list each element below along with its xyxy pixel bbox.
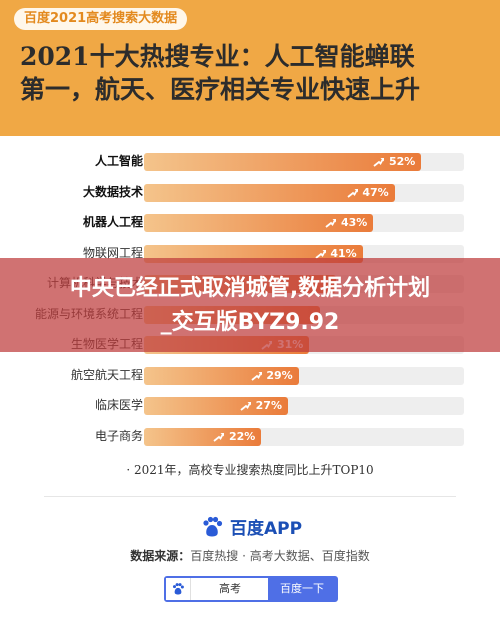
bar-track: 29% — [144, 366, 464, 385]
bar: 29% — [144, 366, 299, 385]
value-label: 43% — [340, 216, 368, 229]
overlay-line-1: 中央已经正式取消城管,数据分析计划 — [69, 276, 431, 301]
category-label: 航空航天工程 — [70, 367, 143, 382]
bar-row: 大数据技术 47% — [0, 181, 500, 203]
bar-track: 47% — [144, 183, 464, 202]
category-label: 人工智能 — [94, 154, 143, 168]
bar-track: 43% — [144, 214, 464, 232]
category-label: 电子商务 — [94, 428, 143, 443]
category-label: 机器人工程 — [82, 215, 143, 229]
value-label: 29% — [266, 368, 293, 382]
bar: 43% — [144, 214, 374, 232]
chart-footnote: · 2021年，高校专业搜索热度同比上升TOP10 — [126, 463, 374, 477]
bar-row: 临床医学 27% — [0, 394, 500, 416]
bar-track: 22% — [144, 427, 464, 446]
source-tag: 百度2021高考搜索大数据 — [14, 8, 188, 30]
search-button[interactable]: 百度一下 — [268, 578, 336, 600]
trend-up-icon — [315, 249, 326, 259]
value-label: 52% — [388, 155, 416, 168]
title-line-1: 2021十大热搜专业：人工智能蝉联 — [20, 42, 415, 71]
bar-track: 27% — [144, 397, 464, 415]
value-label: 22% — [228, 429, 256, 443]
value-label: 47% — [362, 185, 389, 199]
search-bar[interactable]: 高考 百度一下 — [164, 576, 338, 602]
bar: 27% — [144, 397, 288, 415]
page-title: 2021十大热搜专业：人工智能蝉联 第一，航天、医疗相关专业快速上升 — [20, 40, 490, 106]
bar-row: 航空航天工程 29% — [0, 364, 500, 386]
data-source: 数据来源：百度热搜 · 高考大数据、百度指数 — [0, 547, 500, 564]
value-label: 27% — [255, 399, 282, 412]
watermark-overlay — [0, 258, 500, 352]
trend-up-icon — [213, 432, 225, 442]
trend-up-icon — [373, 158, 385, 167]
category-label: 大数据技术 — [82, 184, 143, 199]
trend-up-icon — [325, 219, 337, 228]
source-value: 百度热搜 · 高考大数据、百度指数 — [190, 549, 370, 563]
bar-row: 机器人工程 43% — [0, 211, 500, 233]
title-line-2: 第一，航天、医疗相关专业快速上升 — [20, 75, 421, 104]
app-logo: 百度APP — [200, 514, 302, 539]
search-input[interactable]: 高考 — [190, 578, 269, 600]
value-label: 41% — [330, 246, 357, 260]
category-label: 物联网工程 — [82, 245, 143, 260]
trend-up-icon — [347, 188, 358, 198]
category-label: 临床医学 — [94, 398, 143, 412]
paw-icon — [166, 578, 190, 600]
trend-up-icon — [251, 371, 262, 381]
trend-up-icon — [240, 402, 251, 411]
bar: 47% — [144, 183, 395, 202]
divider — [44, 496, 456, 497]
bar: 22% — [144, 427, 262, 446]
header-banner: 百度2021高考搜索大数据 2021十大热搜专业：人工智能蝉联 第一，航天、医疗… — [0, 0, 500, 136]
overlay-headline: 中央已经正式取消城管,数据分析计划 _交互版BYZ9.92 — [0, 272, 500, 340]
paw-icon — [203, 516, 223, 536]
bar-row: 电子商务 22% — [0, 425, 500, 447]
overlay-line-2: _交互版BYZ9.92 — [160, 310, 340, 335]
app-name: 百度APP — [230, 519, 303, 539]
source-key: 数据来源： — [130, 549, 191, 563]
bar-row: 人工智能 52% — [0, 150, 500, 172]
bar-track: 52% — [144, 153, 464, 171]
bar: 52% — [144, 153, 422, 171]
